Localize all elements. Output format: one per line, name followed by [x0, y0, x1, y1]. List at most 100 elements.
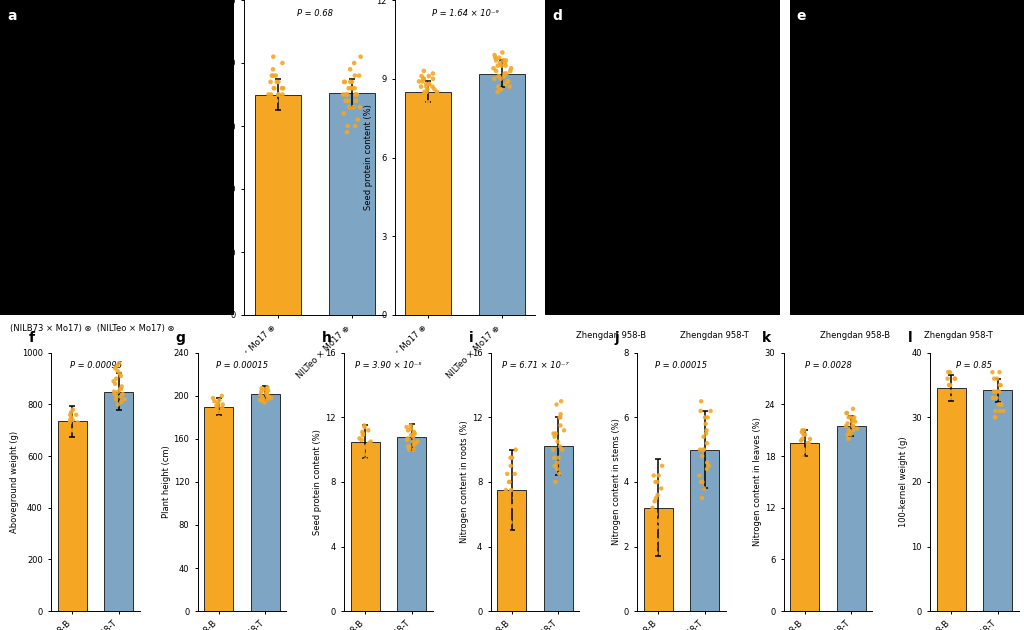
Point — [504, 542, 520, 552]
Point — [486, 50, 503, 60]
Point — [61, 418, 78, 428]
Point — [695, 445, 712, 455]
Point — [498, 60, 514, 71]
Point — [942, 367, 958, 377]
Point — [648, 493, 665, 503]
Point — [335, 89, 351, 100]
Point — [946, 374, 963, 384]
Point — [258, 387, 274, 398]
Point — [647, 477, 664, 487]
Point — [402, 420, 419, 430]
Point — [425, 69, 441, 79]
Point — [547, 461, 563, 471]
Point — [68, 423, 84, 433]
Point — [402, 423, 419, 433]
Point — [502, 66, 518, 76]
Point — [942, 393, 958, 403]
Point — [988, 393, 1005, 403]
Point — [989, 374, 1006, 384]
Point — [647, 542, 664, 552]
Point — [500, 76, 516, 86]
Point — [343, 83, 359, 93]
Point — [105, 386, 122, 397]
Point — [496, 71, 512, 81]
Point — [493, 74, 509, 84]
Point — [840, 430, 856, 440]
Bar — [837, 426, 866, 611]
Point — [354, 427, 371, 437]
Point — [260, 89, 276, 100]
Point — [339, 127, 355, 137]
Point — [274, 89, 291, 100]
Point — [106, 389, 123, 399]
Point — [647, 509, 664, 519]
Point — [402, 430, 419, 440]
Point — [697, 419, 714, 429]
Point — [839, 408, 855, 418]
Point — [843, 430, 859, 440]
Point — [841, 425, 857, 435]
Point — [206, 408, 222, 418]
Point — [487, 53, 504, 63]
Point — [649, 535, 666, 545]
Text: P = 0.85: P = 0.85 — [956, 360, 992, 370]
Point — [254, 396, 270, 406]
Point — [347, 89, 364, 100]
Point — [210, 398, 226, 408]
Point — [404, 437, 421, 447]
Point — [336, 108, 352, 118]
Point — [264, 71, 281, 81]
Point — [548, 461, 564, 471]
Point — [501, 501, 517, 511]
Point — [351, 102, 368, 112]
Point — [554, 445, 570, 455]
Point — [496, 55, 512, 66]
Point — [986, 387, 1002, 397]
Point — [266, 102, 283, 112]
Y-axis label: 100-kernel weight (g): 100-kernel weight (g) — [899, 437, 908, 527]
Point — [110, 386, 126, 397]
Point — [420, 100, 436, 110]
Point — [399, 433, 416, 444]
Text: h: h — [322, 331, 332, 345]
Point — [266, 83, 283, 93]
Point — [108, 374, 124, 384]
Point — [214, 391, 230, 401]
Text: P = 0.68: P = 0.68 — [297, 9, 333, 18]
Point — [270, 77, 287, 87]
Point — [336, 77, 352, 87]
Point — [106, 364, 123, 374]
Point — [699, 457, 716, 467]
Point — [495, 47, 511, 57]
Point — [801, 438, 817, 449]
Point — [794, 427, 810, 437]
Point — [418, 79, 434, 89]
Point — [991, 406, 1008, 416]
Point — [947, 374, 964, 384]
Point — [545, 428, 561, 438]
Point — [797, 455, 813, 466]
Point — [252, 395, 268, 405]
Point — [492, 58, 508, 68]
Point — [338, 96, 354, 106]
Point — [493, 84, 509, 94]
Point — [653, 483, 670, 493]
Point — [106, 379, 123, 389]
Point — [262, 108, 279, 118]
Point — [846, 413, 862, 423]
Point — [984, 367, 1000, 377]
Point — [267, 71, 284, 81]
Text: f: f — [29, 331, 35, 345]
Point — [70, 418, 86, 428]
Y-axis label: Nitrogen content in roots (%): Nitrogen content in roots (%) — [460, 421, 469, 543]
Point — [345, 102, 361, 112]
Point — [489, 60, 506, 71]
Point — [406, 427, 422, 437]
Point — [508, 445, 524, 455]
Point — [256, 398, 272, 408]
Point — [644, 503, 660, 513]
Point — [653, 509, 670, 519]
Point — [702, 406, 719, 416]
Bar — [791, 444, 819, 611]
Point — [356, 420, 373, 430]
